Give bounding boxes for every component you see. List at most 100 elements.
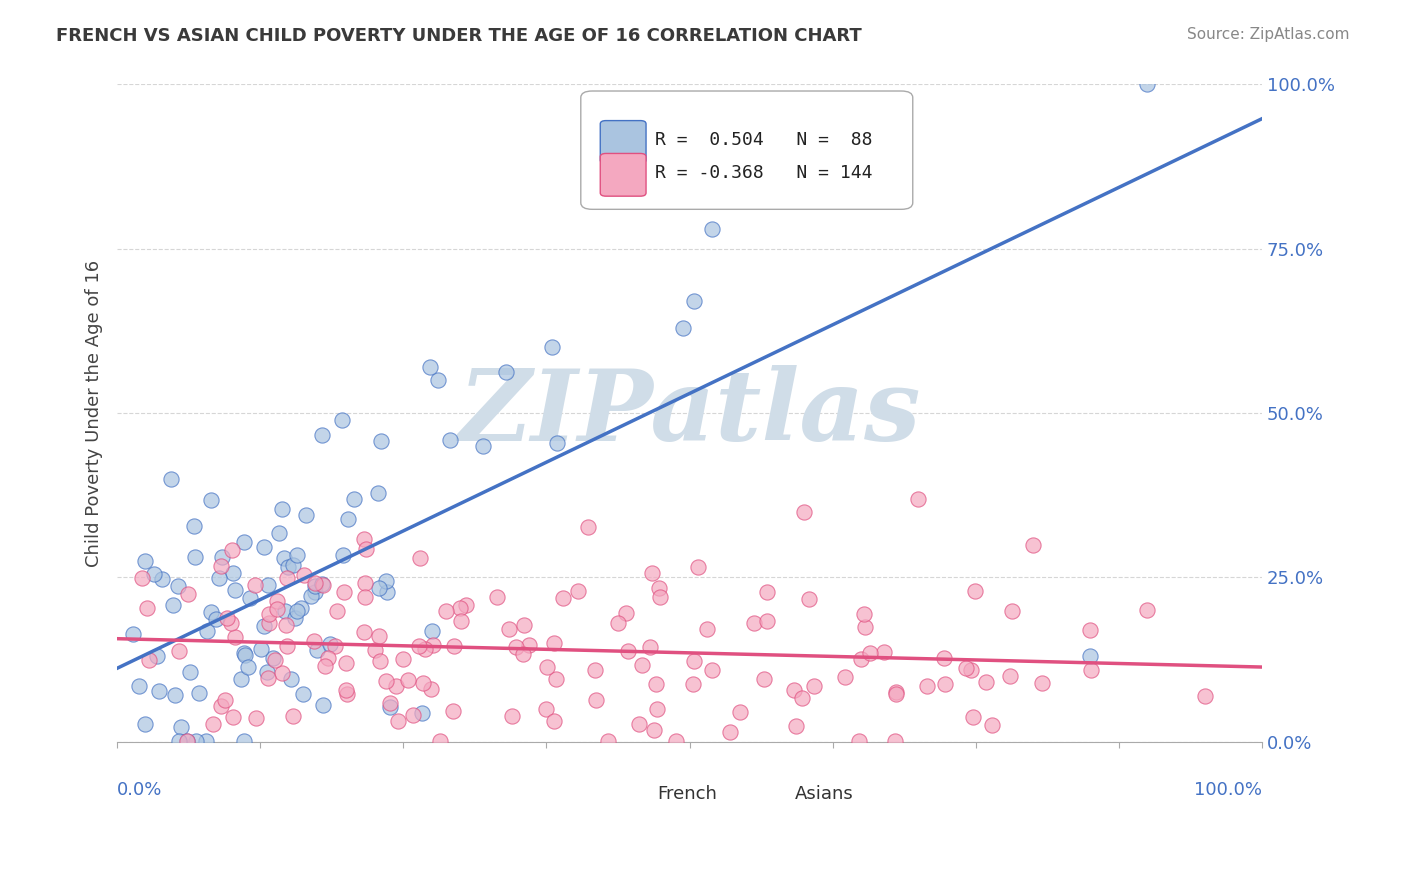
Text: Asians: Asians (794, 785, 853, 804)
Point (370, 434, 392, 449)
Point (374, 673, 396, 688)
Point (214, 692, 236, 706)
Point (262, 650, 284, 665)
Point (264, 653, 287, 667)
Point (131, 571, 153, 585)
Point (312, 578, 335, 592)
Point (409, 550, 432, 565)
Point (353, 624, 375, 639)
Point (682, 655, 704, 669)
Point (222, 710, 245, 724)
Point (934, 677, 956, 691)
Text: FRENCH VS ASIAN CHILD POVERTY UNDER THE AGE OF 16 CORRELATION CHART: FRENCH VS ASIAN CHILD POVERTY UNDER THE … (56, 27, 862, 45)
Point (292, 567, 315, 582)
Point (422, 638, 444, 652)
Point (718, 725, 741, 739)
Point (981, 718, 1004, 732)
Point (998, 669, 1021, 683)
Point (326, 604, 349, 618)
Point (585, 693, 607, 707)
Point (1194, 689, 1216, 703)
Point (702, 222, 724, 236)
Point (648, 590, 671, 604)
Point (907, 491, 929, 506)
Point (606, 615, 628, 630)
Point (208, 571, 231, 585)
Point (122, 627, 145, 641)
Point (232, 734, 254, 748)
Text: 0.0%: 0.0% (117, 781, 163, 799)
Point (280, 672, 302, 686)
Point (271, 502, 294, 516)
Point (163, 688, 186, 702)
Point (343, 492, 366, 507)
Point (408, 640, 430, 654)
Point (167, 579, 190, 593)
Point (643, 723, 665, 737)
Point (354, 575, 377, 590)
Point (299, 590, 322, 604)
Point (536, 659, 558, 673)
Point (138, 653, 160, 667)
Point (311, 427, 333, 442)
Point (534, 702, 557, 716)
Point (392, 652, 415, 666)
Point (335, 657, 357, 671)
Point (959, 663, 981, 677)
Point (1001, 603, 1024, 617)
Point (353, 590, 375, 604)
Point (614, 606, 637, 620)
Point (412, 675, 434, 690)
Point (1078, 623, 1101, 637)
Point (336, 687, 359, 701)
Point (752, 672, 775, 686)
Point (253, 619, 276, 633)
Point (276, 640, 298, 654)
Point (229, 672, 252, 686)
Point (411, 706, 433, 720)
Point (849, 651, 872, 665)
Point (281, 558, 304, 573)
Point (628, 717, 651, 731)
Point (136, 601, 159, 615)
Point (700, 663, 723, 677)
Point (274, 618, 297, 632)
Point (449, 601, 471, 615)
Point (396, 673, 419, 687)
Point (170, 720, 193, 734)
Point (221, 542, 243, 557)
Point (232, 535, 254, 549)
Point (1080, 663, 1102, 677)
Point (184, 549, 207, 564)
Point (429, 734, 451, 748)
Point (886, 685, 908, 699)
Point (209, 698, 232, 713)
Point (543, 636, 565, 650)
Point (803, 679, 825, 693)
Point (785, 719, 807, 733)
Point (598, 734, 620, 748)
Point (145, 648, 167, 663)
Point (323, 640, 346, 654)
Point (756, 584, 779, 599)
Point (645, 701, 668, 715)
Point (200, 605, 222, 619)
Point (974, 674, 997, 689)
Point (311, 577, 333, 591)
Point (134, 554, 156, 568)
Point (443, 639, 465, 653)
Point (177, 587, 200, 601)
Point (378, 700, 401, 714)
Point (792, 690, 814, 705)
Point (730, 705, 752, 719)
Point (316, 651, 339, 665)
Point (143, 566, 166, 581)
Point (284, 611, 307, 625)
Point (314, 658, 336, 673)
Point (454, 598, 477, 612)
Point (783, 683, 806, 698)
Point (413, 641, 436, 656)
Text: Source: ZipAtlas.com: Source: ZipAtlas.com (1187, 27, 1350, 42)
Point (290, 600, 312, 615)
Point (640, 566, 662, 580)
